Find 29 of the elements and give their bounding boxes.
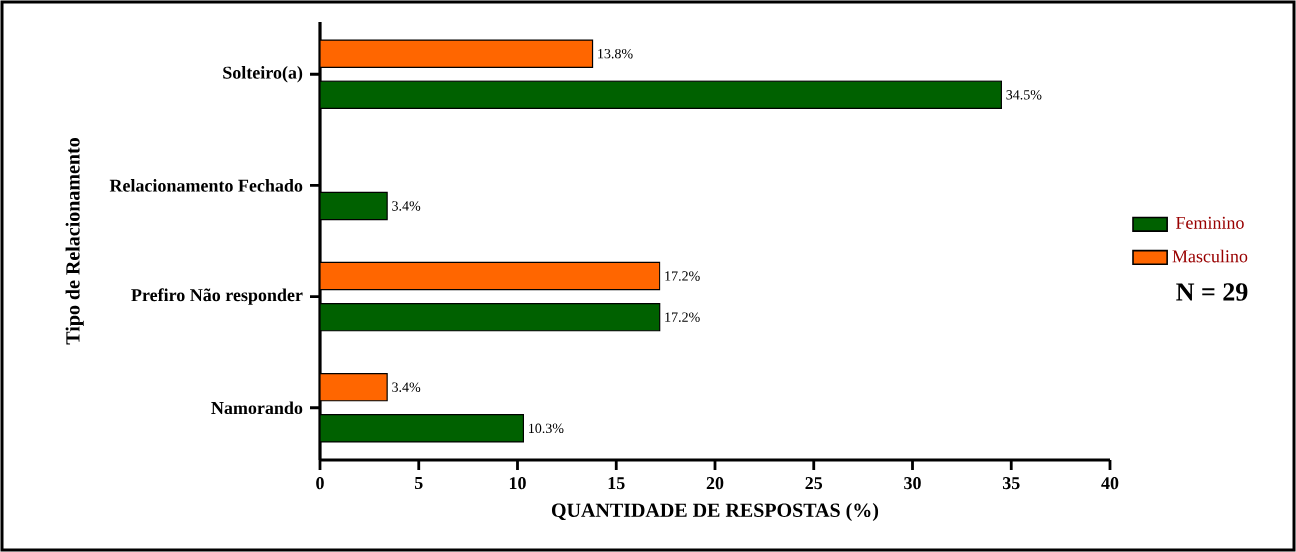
- legend-label: Masculino: [1172, 249, 1248, 263]
- data-label: 34.5%: [1006, 90, 1042, 100]
- y-tick-label: Relacionamento Fechado: [109, 179, 303, 192]
- y-tick-label: Solteiro(a): [223, 66, 303, 83]
- data-label: 17.2%: [665, 312, 700, 322]
- x-tick-label: 15: [608, 477, 625, 490]
- x-tick-label: 0: [316, 477, 324, 490]
- y-axis-title: Tipo de Relacionamento: [65, 138, 84, 345]
- x-tick-label: 20: [706, 477, 724, 490]
- bar: [320, 302, 661, 332]
- y-tick-label: Namorando: [211, 401, 303, 415]
- bar: [320, 80, 1002, 110]
- legend-label: Feminino: [1175, 216, 1244, 229]
- x-tick-label: 30: [904, 477, 921, 490]
- x-axis-title: QUANTIDADE DE RESPOSTAS (%): [551, 502, 879, 522]
- text: N = 29: [1176, 283, 1248, 301]
- bar: [320, 191, 388, 221]
- data-label: 10.3%: [529, 423, 564, 434]
- x-tick-label: 5: [414, 477, 423, 490]
- x-tick-label: 40: [1101, 477, 1119, 490]
- data-label: 3.4%: [392, 201, 421, 211]
- data-label: 17.2%: [665, 271, 700, 281]
- x-tick-label: 35: [1002, 477, 1020, 490]
- bar: [320, 414, 525, 443]
- data-label: 3.4%: [392, 382, 421, 392]
- x-tick-label: 25: [805, 477, 823, 490]
- y-tick-label: Prefiro Não responder: [131, 288, 303, 305]
- data-label: 13.8%: [598, 48, 633, 59]
- x-tick-label: 10: [509, 477, 526, 490]
